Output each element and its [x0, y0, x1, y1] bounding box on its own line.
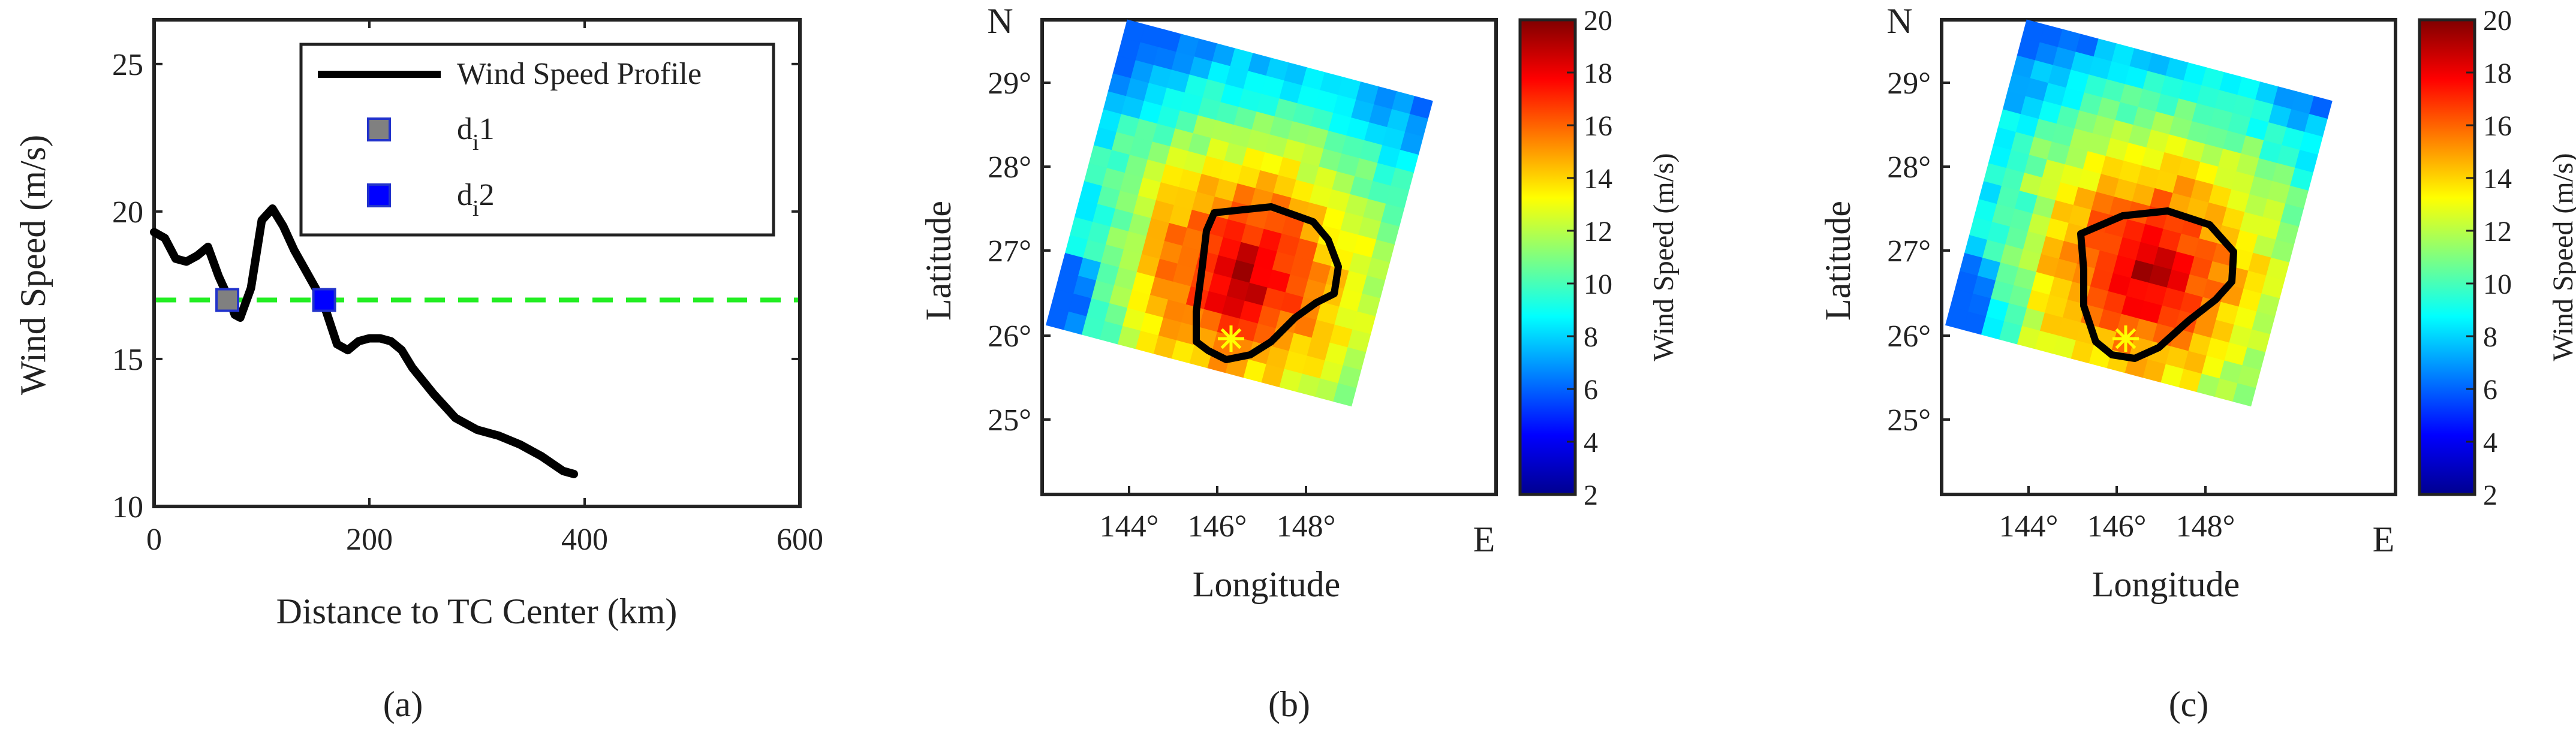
- panel-c-east: E: [2373, 520, 2395, 559]
- x-tick-label: 400: [561, 523, 608, 557]
- panel-c-ylabel: Latitude: [1818, 201, 1858, 321]
- legend-d1-d: d: [457, 112, 473, 146]
- legend-label-profile: Wind Speed Profile: [457, 57, 702, 91]
- y-tick-label: 15: [112, 343, 143, 377]
- y-tick-label: 10: [112, 490, 143, 524]
- panel-b: 25° 26° 27° 28° 29° 144° 146° 148° N E Longitu…: [919, 1, 1680, 724]
- legend-d2-sub: i: [473, 196, 479, 221]
- colorbar-tick-label: 2: [1584, 479, 1598, 511]
- lon-tick-label: 146°: [1188, 509, 1247, 544]
- legend-marker-d2: [367, 183, 391, 207]
- heatmap-cell: [1333, 383, 1357, 407]
- legend-marker-d1: [367, 117, 391, 141]
- panel-c-contour: [2077, 207, 2237, 362]
- x-tick-label: 200: [346, 523, 393, 557]
- panel-b-center-marker: [1218, 325, 1244, 352]
- panel-b-heatmap: [1046, 19, 1433, 407]
- marker-d-i2: [312, 288, 336, 312]
- lon-tick-label: 148°: [1277, 509, 1336, 544]
- x-tick-label: 0: [146, 523, 162, 557]
- lat-tick-label: 26°: [988, 319, 1031, 354]
- colorbar-tick-label: 20: [2483, 5, 2512, 37]
- colorbar-tick-label: 6: [2483, 374, 2497, 406]
- y-tick-label: 25: [112, 48, 143, 82]
- legend-d1-sub: i: [473, 130, 479, 155]
- wind-speed-profile-line: [150, 204, 579, 478]
- marker-d-i1: [215, 288, 240, 312]
- lon-tick-label: 144°: [1999, 509, 2059, 544]
- panel-c: 25° 26° 27° 28° 29° 144° 146° 148° N E Longitu…: [1818, 1, 2576, 724]
- lon-tick-label: 148°: [2176, 509, 2235, 544]
- colorbar-tick-label: 4: [1584, 427, 1598, 459]
- colorbar-tick-label: 2: [2483, 479, 2497, 511]
- center-star-stroke: [2115, 328, 2136, 349]
- lon-tick-label: 146°: [2087, 509, 2147, 544]
- colorbar-tick-label: 12: [1584, 216, 1612, 248]
- colorbar-tick-label: 8: [2483, 321, 2497, 353]
- heatmap-cell: [2232, 383, 2256, 407]
- colorbar-tick-label: 4: [2483, 427, 2497, 459]
- panel-c-north: N: [1886, 1, 1912, 41]
- legend-d2-suffix: 2: [479, 178, 495, 212]
- panel-b-north: N: [987, 1, 1013, 41]
- lat-tick-label: 25°: [1887, 403, 1931, 438]
- panel-b-contour: [1193, 203, 1342, 363]
- colorbar-tick-label: 16: [1584, 110, 1612, 142]
- panel-b-ylabel: Latitude: [919, 201, 958, 321]
- legend-label-d1: di1: [457, 112, 495, 155]
- lat-tick-label: 28°: [1887, 150, 1931, 185]
- colorbar-tick-label: 14: [2483, 163, 2512, 195]
- lat-tick-label: 29°: [1887, 67, 1931, 101]
- panel-a-xlabel: Distance to TC Center (km): [276, 592, 678, 631]
- colorbar-tick-label: 10: [1584, 269, 1612, 300]
- legend-label-d2: di2: [457, 178, 495, 221]
- colorbar-tick-label: 18: [1584, 58, 1612, 89]
- x-tick-label: 600: [777, 523, 823, 557]
- colorbar-tick-label: 6: [1584, 374, 1598, 406]
- colorbar: [2418, 18, 2476, 496]
- panel-a-ylabel: Wind Speed (m/s): [13, 135, 53, 395]
- panel-c-xlabel: Longitude: [2092, 565, 2240, 604]
- lat-tick-label: 28°: [988, 150, 1031, 185]
- panel-a: 10 15 20 25 0 200 400 600 Distance to TC Cente…: [13, 18, 823, 724]
- panel-c-center-marker: [2112, 325, 2139, 352]
- legend-d2-d: d: [457, 178, 473, 212]
- colorbar-label: Wind Speed (m/s): [1648, 153, 1680, 361]
- colorbar-tick-label: 16: [2483, 110, 2512, 142]
- colorbar: [1518, 18, 1577, 496]
- lon-tick-label: 144°: [1100, 509, 1159, 544]
- panel-b-east: E: [1473, 520, 1495, 559]
- colorbar-tick-label: 12: [2483, 216, 2512, 248]
- colorbar-tick-label: 14: [1584, 163, 1612, 195]
- colorbar-tick-label: 10: [2483, 269, 2512, 300]
- panel-b-caption: (b): [1268, 684, 1310, 724]
- legend-d1-suffix: 1: [479, 112, 495, 146]
- y-tick-label: 20: [112, 195, 143, 230]
- lat-tick-label: 26°: [1887, 319, 1931, 354]
- lat-tick-label: 27°: [988, 234, 1031, 269]
- center-star-stroke: [1220, 328, 1242, 349]
- panel-c-caption: (c): [2169, 684, 2209, 724]
- panel-a-caption: (a): [383, 684, 423, 724]
- lat-tick-label: 29°: [988, 67, 1031, 101]
- colorbar-tick-label: 8: [1584, 321, 1598, 353]
- lat-tick-label: 27°: [1887, 234, 1931, 269]
- lat-tick-label: 25°: [988, 403, 1031, 438]
- colorbar-tick-label: 20: [1584, 5, 1612, 37]
- panel-b-xlabel: Longitude: [1193, 565, 1341, 604]
- colorbar-tick-label: 18: [2483, 58, 2512, 89]
- colorbar-label: Wind Speed (m/s): [2547, 153, 2576, 361]
- panel-c-heatmap: [1945, 19, 2333, 407]
